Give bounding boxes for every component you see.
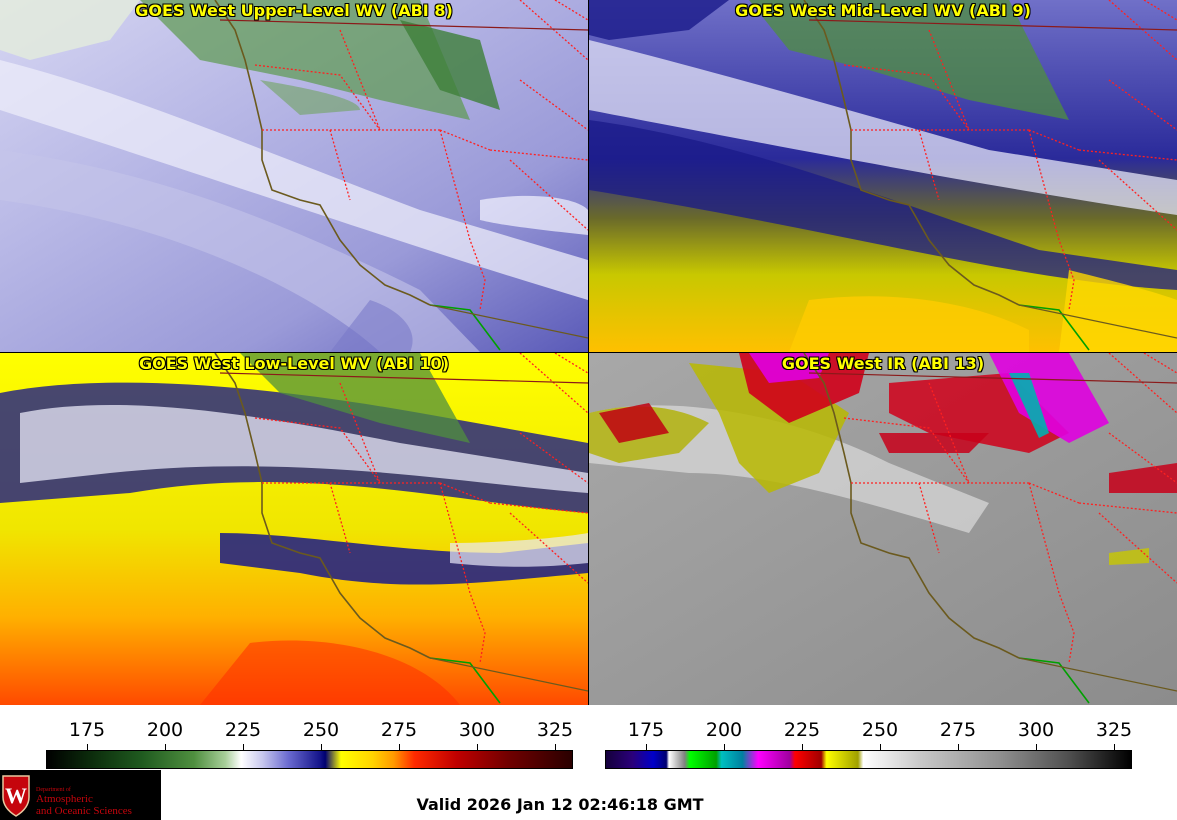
ir-colorbar	[605, 750, 1132, 769]
upper-level-wv-panel: GOES West Upper-Level WV (ABI 8)	[0, 0, 588, 352]
ir-tick-mark	[1036, 744, 1037, 750]
wv-tick-mark	[555, 744, 556, 750]
ir-tick-mark	[1114, 744, 1115, 750]
uw-crest-icon: W	[2, 775, 30, 817]
ir-tick-label: 300	[1017, 719, 1055, 741]
wv-tick-label: 200	[146, 719, 184, 741]
low-level-wv-panel: GOES West Low-Level WV (ABI 10)	[0, 353, 588, 705]
ir-tick-label: 225	[783, 719, 821, 741]
ir-colorbar-area: 175 200 225 250 275 300 325	[0, 705, 1177, 775]
upper-level-wv-image	[0, 0, 588, 352]
valid-time: Valid 2026 Jan 12 02:46:18 GMT	[416, 795, 704, 814]
ir-tick-label: 200	[705, 719, 743, 741]
wv-tick-label: 300	[458, 719, 496, 741]
low-level-wv-image	[0, 353, 588, 705]
ir-tick-label: 275	[939, 719, 977, 741]
ir-tick-label: 250	[861, 719, 899, 741]
ir-tick-mark	[724, 744, 725, 750]
mid-level-wv-image	[589, 0, 1177, 352]
ir-panel: GOES West IR (ABI 13)	[589, 353, 1177, 705]
logo-name-line2: and Oceanic Sciences	[36, 805, 132, 817]
wv-tick-mark	[165, 744, 166, 750]
panel-divider-horizontal	[0, 352, 1177, 353]
wv-tick-label: 275	[380, 719, 418, 741]
wv-tick-mark	[399, 744, 400, 750]
mid-level-wv-title: GOES West Mid-Level WV (ABI 9)	[735, 1, 1031, 20]
logo-department: Department of	[36, 787, 71, 793]
logo-name-line1: Atmospheric	[36, 793, 93, 805]
ir-tick-mark	[646, 744, 647, 750]
mid-level-wv-panel: GOES West Mid-Level WV (ABI 9)	[589, 0, 1177, 352]
crest-letter: W	[5, 783, 27, 808]
wv-tick-label: 325	[536, 719, 574, 741]
aos-logo: W Department of Atmospheric and Oceanic …	[0, 770, 161, 820]
low-level-wv-title: GOES West Low-Level WV (ABI 10)	[138, 354, 449, 373]
wv-tick-mark	[477, 744, 478, 750]
ir-tick-label: 175	[627, 719, 665, 741]
wv-colorbar-area: 175 200 225 250 275 300 325	[0, 705, 588, 775]
ir-tick-mark	[880, 744, 881, 750]
wv-tick-mark	[243, 744, 244, 750]
ir-tick-mark	[958, 744, 959, 750]
ir-tick-mark	[802, 744, 803, 750]
wv-tick-label: 175	[68, 719, 106, 741]
ir-image	[589, 353, 1177, 705]
upper-level-wv-title: GOES West Upper-Level WV (ABI 8)	[135, 1, 453, 20]
wv-tick-label: 225	[224, 719, 262, 741]
wv-colorbar	[46, 750, 573, 769]
ir-tick-label: 325	[1095, 719, 1133, 741]
wv-tick-label: 250	[302, 719, 340, 741]
ir-title: GOES West IR (ABI 13)	[781, 354, 985, 373]
wv-tick-mark	[321, 744, 322, 750]
wv-tick-mark	[87, 744, 88, 750]
